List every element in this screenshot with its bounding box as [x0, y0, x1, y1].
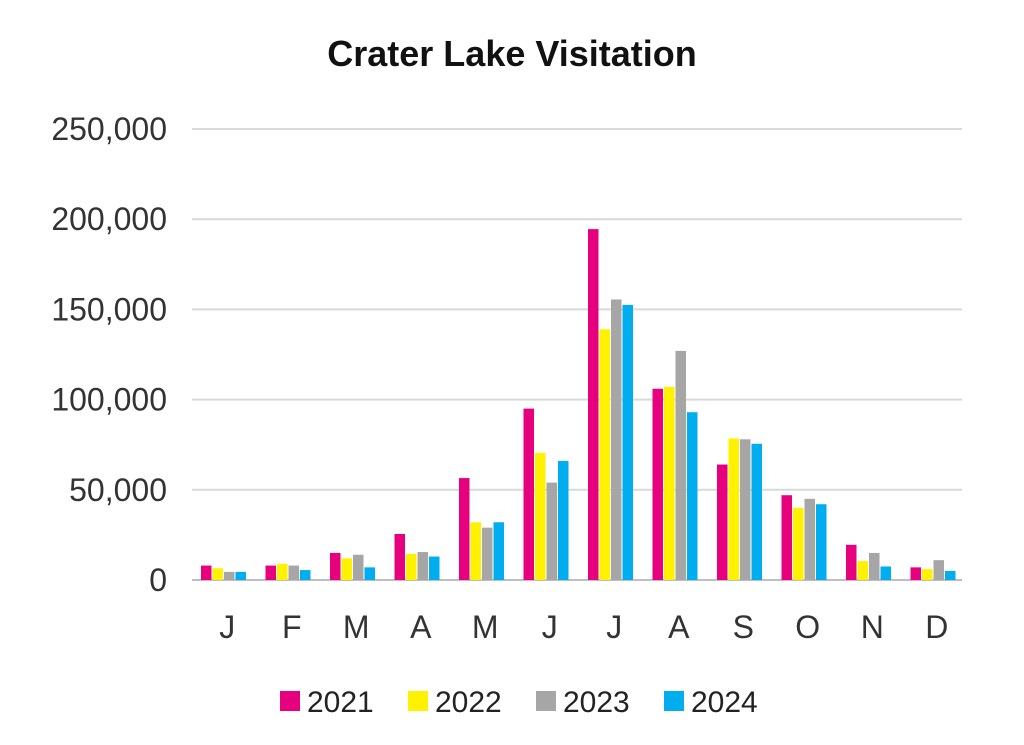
bar-2024-7 [623, 305, 634, 580]
bar-2021-2 [266, 566, 277, 580]
bar-2024-8 [687, 412, 698, 580]
y-tick-label: 100,000 [51, 382, 167, 418]
bar-2021-7 [588, 229, 599, 580]
bars [201, 229, 956, 580]
bar-2022-9 [729, 438, 740, 580]
legend-swatch [664, 691, 684, 711]
y-tick-label: 250,000 [51, 111, 167, 147]
bar-2023-11 [869, 553, 880, 580]
bar-2024-1 [236, 572, 247, 580]
bar-2024-2 [300, 570, 311, 580]
legend-label: 2024 [691, 686, 758, 719]
x-tick-label: O [795, 609, 820, 645]
bar-2023-5 [482, 528, 493, 580]
bar-2022-6 [535, 453, 546, 580]
bar-2023-2 [289, 566, 300, 580]
bar-2023-10 [805, 499, 816, 580]
bar-2022-1 [213, 568, 224, 580]
x-tick-label: D [925, 609, 948, 645]
x-axis-tick-labels: JFMAMJJASOND [219, 609, 948, 645]
bar-2022-3 [342, 558, 353, 580]
y-tick-label: 150,000 [51, 291, 167, 327]
legend-swatch [280, 691, 300, 711]
bar-2022-7 [600, 329, 611, 580]
legend-item-2024: 2024 [664, 686, 758, 719]
y-tick-label: 200,000 [51, 201, 167, 237]
x-tick-label: F [282, 609, 302, 645]
bar-2022-10 [793, 508, 804, 580]
bar-2024-11 [881, 566, 892, 580]
bar-2024-3 [365, 567, 376, 580]
bar-2023-7 [611, 299, 622, 580]
y-tick-label: 50,000 [69, 472, 167, 508]
legend-item-2021: 2021 [280, 686, 374, 719]
legend-label: 2023 [563, 686, 630, 719]
bar-2023-1 [224, 572, 235, 580]
bar-2021-4 [395, 534, 406, 580]
bar-2022-5 [471, 522, 482, 580]
bar-2023-9 [740, 439, 751, 580]
bar-2023-12 [934, 560, 945, 580]
y-axis-tick-labels: 0 50,000 100,000 150,000 200,000 250,000 [51, 111, 167, 598]
bar-2024-9 [752, 444, 763, 580]
bar-2022-4 [406, 554, 417, 580]
bar-2022-8 [664, 387, 675, 580]
legend-swatch [408, 691, 428, 711]
bar-2024-5 [494, 522, 505, 580]
bar-2023-8 [676, 351, 687, 580]
bar-2023-3 [353, 555, 364, 580]
bar-2022-11 [858, 561, 869, 580]
bar-2024-12 [945, 571, 956, 580]
legend-swatch [536, 691, 556, 711]
x-tick-label: J [219, 609, 235, 645]
legend: 2021 2022 2023 2024 [280, 686, 758, 719]
x-tick-label: S [733, 609, 754, 645]
legend-item-2023: 2023 [536, 686, 630, 719]
legend-item-2022: 2022 [408, 686, 502, 719]
bar-2024-4 [429, 557, 440, 580]
bar-2023-6 [547, 483, 558, 580]
bar-2021-1 [201, 566, 212, 580]
x-tick-label: J [606, 609, 622, 645]
bar-2021-8 [653, 389, 664, 580]
bar-2022-2 [277, 564, 288, 580]
x-tick-label: J [542, 609, 558, 645]
bar-2021-12 [911, 567, 922, 580]
gridlines [192, 129, 962, 580]
bar-2021-3 [330, 553, 341, 580]
x-tick-label: N [861, 609, 884, 645]
bar-2021-9 [717, 465, 728, 580]
chart-title: Crater Lake Visitation [327, 33, 696, 74]
bar-2024-6 [558, 461, 569, 580]
bar-2021-11 [846, 545, 857, 580]
bar-2024-10 [816, 504, 827, 580]
bar-2021-6 [524, 409, 535, 580]
x-tick-label: M [343, 609, 370, 645]
bar-2022-12 [922, 569, 933, 580]
x-tick-label: M [472, 609, 499, 645]
bar-2021-10 [782, 495, 793, 580]
legend-label: 2022 [435, 686, 502, 719]
y-tick-label: 0 [149, 562, 167, 598]
x-tick-label: A [410, 609, 432, 645]
x-tick-label: A [668, 609, 690, 645]
legend-label: 2021 [307, 686, 374, 719]
bar-2023-4 [418, 552, 429, 580]
bar-2021-5 [459, 478, 470, 580]
